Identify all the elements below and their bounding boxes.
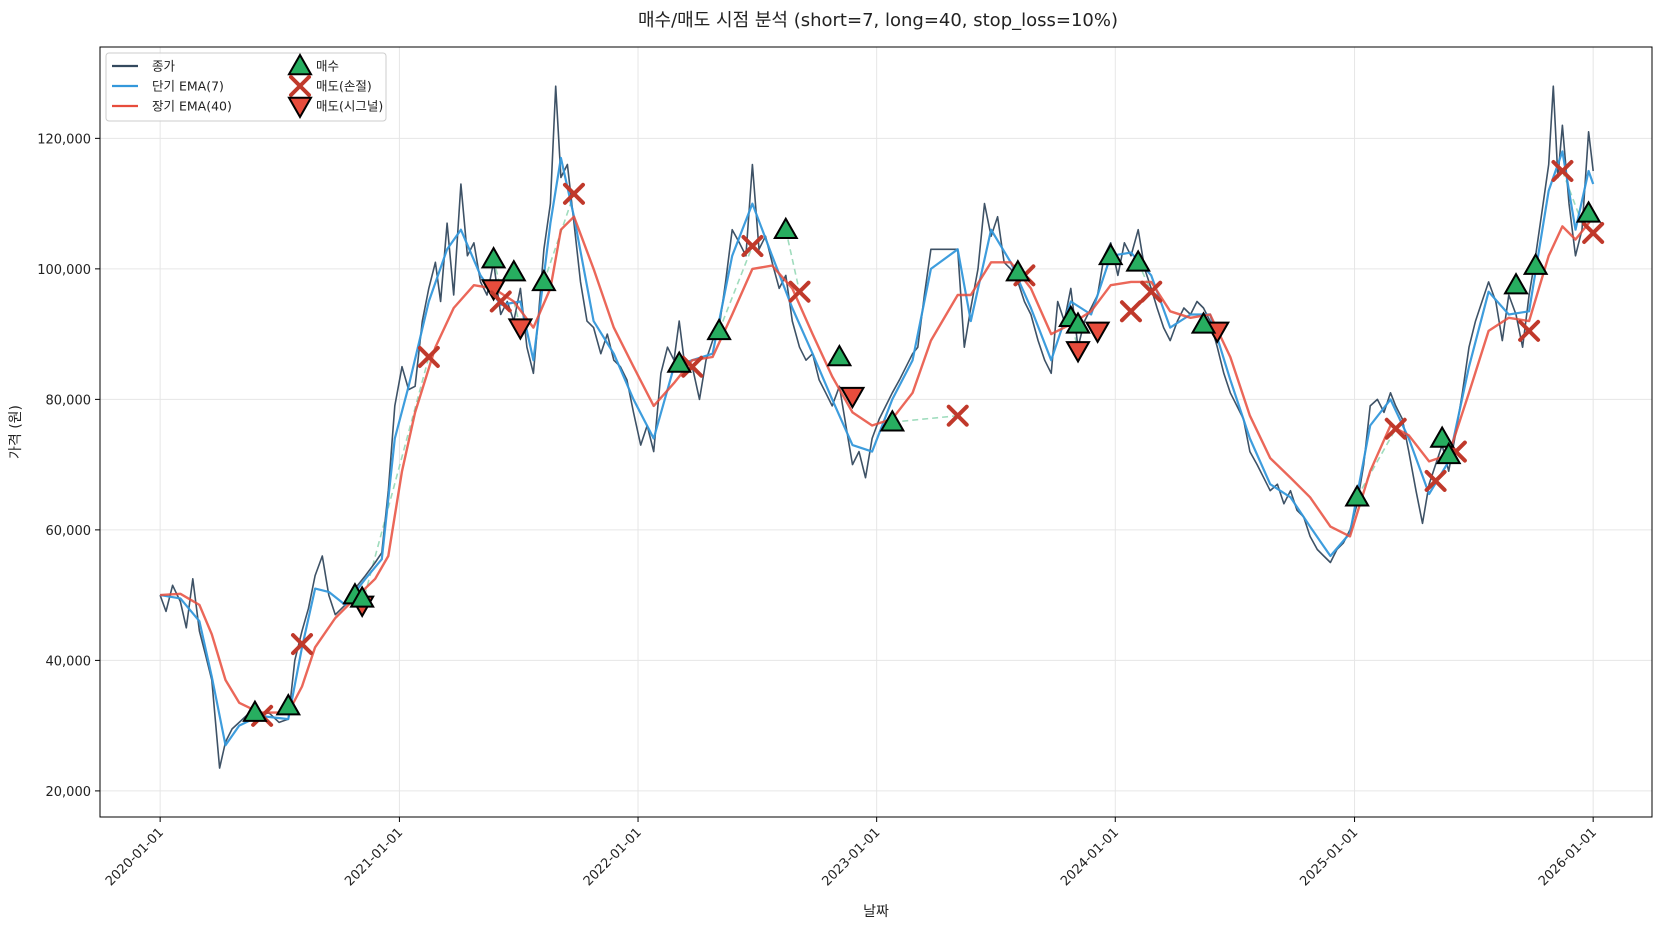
sell-stop-loss-marker bbox=[1582, 221, 1605, 244]
sell-signal-marker bbox=[507, 318, 534, 341]
buy-marker bbox=[666, 350, 692, 373]
y-tick-label: 20,000 bbox=[46, 785, 92, 800]
plot-frame bbox=[99, 46, 1653, 818]
legend-item: 단기 EMA(7) bbox=[112, 79, 224, 94]
trade-link bbox=[718, 245, 754, 332]
legend-label: 단기 EMA(7) bbox=[152, 79, 224, 94]
y-tick-label: 80,000 bbox=[46, 393, 92, 408]
sell-signal-marker bbox=[1084, 321, 1111, 344]
trade-link bbox=[892, 414, 958, 424]
trade-link bbox=[361, 356, 430, 606]
chart-title: 매수/매도 시점 분석 (short=7, long=40, stop_loss… bbox=[638, 10, 1118, 31]
buy-marker bbox=[1344, 484, 1370, 507]
legend-swatch bbox=[289, 75, 311, 97]
buy-marker bbox=[879, 409, 906, 432]
legend-item: 매도(시그널) bbox=[287, 96, 383, 120]
x-axis-label: 날짜 bbox=[863, 904, 889, 920]
buy-marker bbox=[1190, 311, 1217, 334]
legend-box bbox=[105, 52, 387, 122]
sell-stop-loss-marker bbox=[1140, 280, 1163, 303]
buy-marker bbox=[349, 585, 375, 608]
legend-swatch bbox=[287, 52, 313, 76]
sell-stop-loss-marker bbox=[1119, 300, 1142, 323]
buy-marker bbox=[1522, 252, 1549, 275]
buy-marker bbox=[501, 259, 527, 282]
y-tick-label: 120,000 bbox=[37, 132, 91, 147]
buy-marker bbox=[1429, 425, 1455, 448]
legend-label: 매도(손절) bbox=[316, 79, 372, 94]
sell-signal-marker bbox=[480, 279, 507, 302]
sell-signal-marker bbox=[1065, 341, 1091, 364]
buy-marker bbox=[275, 693, 302, 716]
legend-swatch bbox=[287, 96, 313, 120]
buy-marker bbox=[1503, 272, 1529, 295]
sell-stop-loss-marker bbox=[291, 633, 314, 656]
buy-marker bbox=[826, 343, 853, 367]
legend-item: 매수 bbox=[287, 52, 339, 76]
legend-item: 매도(손절) bbox=[289, 75, 372, 97]
buy-marker bbox=[1435, 441, 1462, 465]
y-tick-label: 100,000 bbox=[37, 263, 91, 278]
sell-stop-loss-marker bbox=[788, 280, 811, 303]
sell-stop-loss-marker bbox=[1384, 417, 1407, 440]
y-axis-label: 가격 (원) bbox=[8, 405, 24, 459]
buy-marker bbox=[531, 268, 557, 292]
y-tick-label: 40,000 bbox=[46, 654, 92, 669]
legend-item: 종가 bbox=[112, 59, 176, 74]
sell-stop-loss-marker bbox=[489, 290, 512, 313]
sell-stop-loss-marker bbox=[681, 355, 704, 378]
buy-marker bbox=[706, 317, 732, 341]
trade-link bbox=[785, 229, 801, 292]
buy-marker bbox=[1065, 311, 1091, 334]
trade-link bbox=[1356, 428, 1397, 498]
y-axis-ticks: 20,000 40,000 60,000 80,000 100,000 120,000 bbox=[37, 132, 100, 800]
sell-stop-loss-marker bbox=[1518, 319, 1541, 342]
legend-item: 장기 EMA(40) bbox=[112, 99, 232, 114]
sell-stop-loss-marker bbox=[946, 404, 969, 427]
long-ema-line bbox=[160, 215, 1595, 714]
sell-stop-loss-marker bbox=[417, 345, 440, 368]
y-tick-label: 60,000 bbox=[46, 524, 92, 539]
buy-marker bbox=[480, 246, 507, 269]
sell-stop-loss-marker bbox=[562, 182, 585, 205]
plot-area bbox=[159, 85, 1605, 769]
buy-marker bbox=[1575, 200, 1602, 223]
buy-marker bbox=[1125, 249, 1151, 272]
sell-signal-marker bbox=[839, 386, 866, 410]
buy-marker bbox=[1097, 242, 1124, 266]
trade-link bbox=[543, 193, 575, 283]
legend-label: 매수 bbox=[316, 59, 339, 74]
legend-label: 매도(시그널) bbox=[316, 99, 383, 114]
buy-marker bbox=[1005, 259, 1031, 282]
sell-stop-loss-marker bbox=[741, 235, 764, 258]
legend-label: 종가 bbox=[152, 59, 176, 74]
buy-marker bbox=[242, 699, 268, 722]
sell-stop-loss-marker bbox=[1551, 159, 1574, 182]
buy-marker bbox=[773, 216, 799, 239]
legend-label: 장기 EMA(40) bbox=[152, 99, 232, 114]
short-ema-line bbox=[159, 150, 1595, 747]
sell-stop-loss-marker bbox=[1424, 469, 1447, 492]
